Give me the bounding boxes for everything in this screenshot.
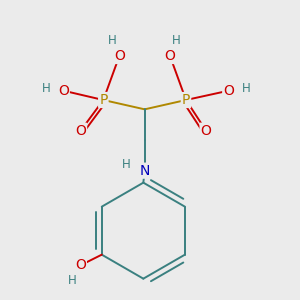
Text: H: H — [108, 34, 117, 46]
Text: O: O — [75, 124, 86, 138]
Text: O: O — [165, 49, 176, 63]
Text: P: P — [182, 93, 190, 107]
Text: O: O — [223, 84, 234, 98]
Text: H: H — [122, 158, 130, 170]
Text: H: H — [68, 274, 77, 286]
Text: O: O — [201, 124, 212, 138]
Text: P: P — [99, 93, 107, 107]
Text: O: O — [58, 84, 69, 98]
Text: N: N — [140, 164, 150, 178]
Text: O: O — [75, 258, 86, 272]
Text: H: H — [42, 82, 50, 94]
Text: H: H — [172, 34, 181, 46]
Text: H: H — [242, 82, 250, 94]
Text: O: O — [114, 49, 125, 63]
